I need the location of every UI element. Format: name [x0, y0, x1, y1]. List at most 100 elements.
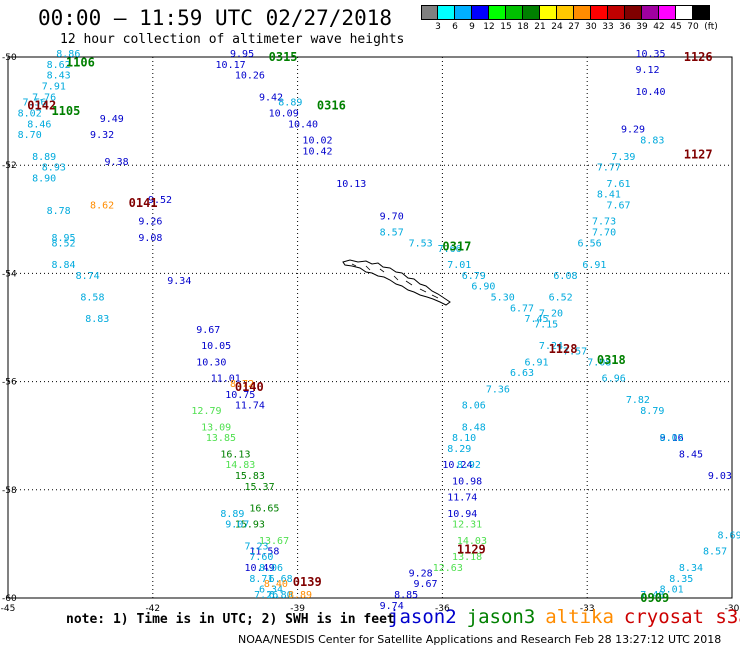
wave-height-value: 6.79 — [462, 271, 486, 282]
wave-height-value: 8.35 — [669, 574, 693, 585]
pass-time-label: 0318 — [597, 353, 626, 367]
wave-height-value: 9.95 — [230, 49, 254, 60]
wave-height-value: 9.74 — [380, 601, 404, 612]
wave-height-value: 10.24 — [442, 460, 472, 471]
wave-height-value: 8.52 — [51, 238, 75, 249]
wave-height-value: 8.83 — [640, 136, 664, 147]
wave-height-value: 7.48 — [640, 590, 664, 601]
color-swatch — [455, 5, 472, 20]
axis-labels: -45 -42 -39 -36 -33 -30 -50 -52 -54 -56 -58 -60 — [1, 53, 740, 614]
color-scale-label: 45 — [670, 22, 682, 32]
wave-height-value: 6.56 — [578, 238, 602, 249]
island-outline — [342, 259, 451, 306]
footer-note: note: 1) Time is in UTC; 2) SWH is in fe… — [66, 612, 395, 627]
latitude-label: -58 — [2, 486, 17, 496]
wave-height-value: 10.26 — [235, 71, 265, 82]
pass-time-label: 0139 — [293, 575, 322, 589]
wave-height-value: 8.89 — [32, 152, 56, 163]
color-swatch — [438, 5, 455, 20]
wave-height-value: 12.31 — [452, 520, 482, 531]
altimeter-tracks: 9.49 9.32 9.38 9.52 9.26 9.08 9.34 9.67 10.05 10.… — [18, 49, 740, 612]
wave-height-value: 8.89 — [220, 509, 244, 520]
wave-height-value: 8.69 — [718, 530, 740, 541]
pass-time-label: 1127 — [684, 147, 713, 161]
wave-height-value: 7.08 — [587, 357, 611, 368]
wave-height-value: 9.07 — [225, 520, 249, 531]
wave-height-value: 8.57 — [380, 228, 404, 239]
color-swatch — [472, 5, 489, 20]
wave-height-value: 8.34 — [679, 563, 703, 574]
pass-time-label: 1129 — [457, 542, 486, 556]
wave-height-value: 10.75 — [225, 390, 255, 401]
wave-height-value: 8.70 — [18, 130, 42, 141]
color-scale-label: 70 — [687, 22, 699, 32]
wave-height-value: 8.62 — [90, 200, 114, 211]
color-swatch — [421, 5, 438, 20]
wave-height-value: 8.43 — [47, 71, 71, 82]
wave-height-value: 9.67 — [196, 325, 220, 336]
south-georgia-coastline — [342, 259, 451, 306]
wave-height-value: 10.02 — [302, 136, 332, 147]
wave-height-value: 15.37 — [245, 482, 275, 493]
wave-height-value: 9.29 — [621, 125, 645, 136]
wave-height-value: 10.17 — [216, 60, 246, 71]
color-scale-label: 24 — [551, 22, 563, 32]
wave-height-value: 10.05 — [201, 341, 231, 352]
wave-height-value: 8.41 — [597, 190, 621, 201]
wave-height-value: 9.03 — [708, 471, 732, 482]
color-scale-label: 21 — [534, 22, 546, 32]
wave-height-value: 7.70 — [592, 228, 616, 239]
wave-height-value: 7.26 — [254, 590, 278, 601]
wave-height-value: 9.52 — [148, 195, 172, 206]
latitude-label: -50 — [2, 53, 17, 63]
wave-height-value: 6.96 — [602, 374, 626, 385]
pass-time-label: 0141 — [129, 196, 158, 210]
wave-height-value: 10.09 — [269, 109, 299, 120]
color-scale-label: 9 — [469, 22, 475, 32]
wave-height-value: 8.62 — [47, 60, 71, 71]
wave-height-value: 9.34 — [167, 276, 191, 287]
wave-height-value: 8.89 — [288, 590, 312, 601]
wave-height-value: 8.71 — [249, 574, 273, 585]
wave-height-value: 9.42 — [259, 92, 283, 103]
color-scale-label: 15 — [500, 22, 512, 32]
color-scale-unit: (ft) — [704, 22, 718, 32]
longitude-label: -45 — [1, 604, 16, 614]
color-scale-label: 42 — [653, 22, 665, 32]
pass-time-label: 1126 — [684, 50, 713, 64]
pass-time-label: 1106 — [66, 55, 95, 69]
wave-height-value: 15.83 — [235, 471, 265, 482]
color-scale-label: 30 — [585, 22, 597, 32]
wave-height-value: 9.70 — [380, 211, 404, 222]
wave-height-value: 7.82 — [626, 395, 650, 406]
wave-height-value: 8.10 — [452, 433, 476, 444]
color-swatch — [676, 5, 693, 20]
wave-height-value: 8.92 — [457, 460, 481, 471]
wave-height-value: 8.45 — [679, 449, 703, 460]
wave-height-value: 10.94 — [447, 509, 477, 520]
wave-height-value: 7.73 — [592, 217, 616, 228]
wave-height-value: 8.58 — [80, 292, 104, 303]
color-swatch — [608, 5, 625, 20]
wave-height-value: 14.83 — [225, 460, 255, 471]
wave-height-value: 6.77 — [510, 303, 534, 314]
color-scale-label: 12 — [483, 22, 495, 32]
longitude-label: -30 — [725, 604, 740, 614]
pass-time-label: 0315 — [269, 50, 298, 64]
wave-height-value: 8.02 — [660, 433, 684, 444]
wave-height-value: 7.01 — [447, 260, 471, 271]
wave-height-value: 8.06 — [462, 401, 486, 412]
wave-height-value: 7.36 — [486, 384, 510, 395]
longitude-label: -33 — [580, 604, 595, 614]
wave-height-value: 14.03 — [457, 536, 487, 547]
wave-height-value: 8.79 — [640, 406, 664, 417]
pass-time-label: 0909 — [640, 591, 669, 605]
wave-height-value: 10.98 — [452, 476, 482, 487]
longitude-label: -36 — [435, 604, 450, 614]
wave-height-value: 9.32 — [90, 130, 114, 141]
pass-time-label: 0140 — [235, 380, 264, 394]
wave-height-value: 6.68 — [269, 574, 293, 585]
wave-height-value: 8.86 — [56, 49, 80, 60]
wave-height-value: 7.15 — [534, 320, 558, 331]
